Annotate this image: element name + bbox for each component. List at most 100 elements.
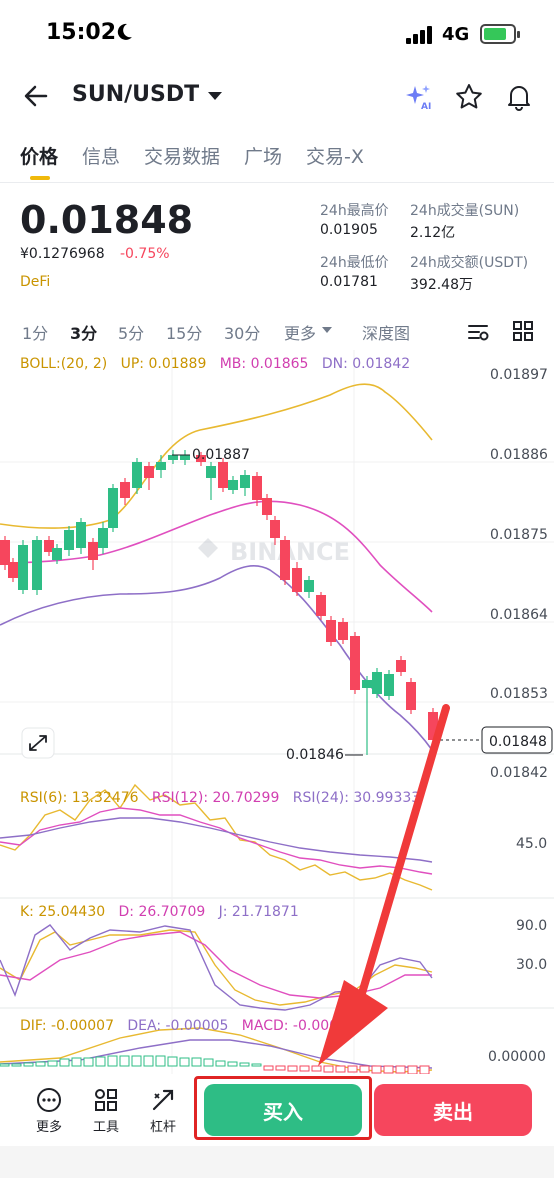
depth-chart-tab[interactable]: 深度图: [362, 324, 411, 343]
leverage-button[interactable]: 杠杆: [141, 1086, 185, 1135]
tab-info[interactable]: 信息: [82, 146, 121, 168]
candle-body: [76, 522, 86, 548]
tab-price[interactable]: 价格: [20, 146, 59, 168]
macd-histogram-bar: [95, 1056, 106, 1067]
macd-histogram-bar: [23, 1062, 34, 1067]
candle-body: [218, 462, 228, 488]
candle-body: [132, 462, 142, 488]
favorite-star-icon[interactable]: [454, 82, 484, 112]
candle-body: [384, 674, 394, 696]
ai-sparkle-icon[interactable]: AI: [404, 82, 434, 112]
more-tool-button[interactable]: 更多: [27, 1086, 71, 1135]
macd-histogram-bar: [359, 1065, 370, 1073]
more-tool-label: 更多: [35, 1120, 62, 1135]
status-time: 15:02: [46, 20, 117, 45]
high-value: 0.01905: [320, 222, 378, 238]
signal-icon: [406, 26, 436, 44]
sell-button[interactable]: 卖出: [374, 1084, 532, 1136]
trading-pair-title[interactable]: SUN/USDT: [72, 82, 200, 107]
macd-histogram-bar: [287, 1065, 298, 1072]
macd-histogram-bar: [239, 1062, 250, 1067]
candlestick-chart[interactable]: BINANCE 0.01897 0.01886 0.01875 0.01864 …: [0, 350, 554, 1074]
boll-middle-line: [0, 500, 433, 613]
macd-histogram-bar: [335, 1065, 346, 1073]
low-label: 24h最低价: [320, 255, 389, 271]
tab-trade-x[interactable]: 交易-X: [306, 146, 364, 168]
candle-body: [32, 540, 42, 590]
interval-more[interactable]: 更多: [284, 324, 317, 343]
chevron-down-icon[interactable]: [322, 327, 332, 333]
interval-5m[interactable]: 5分: [118, 324, 145, 343]
candle-body: [144, 466, 154, 478]
candle-body: [108, 488, 118, 528]
interval-1m[interactable]: 1分: [22, 324, 49, 343]
price-axis-label: 0.01853: [490, 686, 548, 702]
tab-square[interactable]: 广场: [244, 146, 283, 168]
kdj-axis-label: 90.0: [516, 918, 547, 934]
macd-histogram-bar: [215, 1060, 226, 1067]
macd-histogram-bar: [227, 1061, 238, 1067]
macd-histogram-bar: [299, 1065, 310, 1072]
macd-histogram-bar: [0, 1063, 10, 1067]
macd-histogram: [0, 1055, 430, 1074]
price-axis-label: 0.01842: [490, 765, 548, 781]
interval-30m[interactable]: 30分: [224, 324, 261, 343]
candle-body: [280, 540, 290, 580]
expand-chart-icon: [21, 727, 55, 759]
kdj-legend: K: 25.04430 D: 26.70709 J: 21.71871: [20, 904, 299, 920]
tools-button[interactable]: 工具: [84, 1086, 128, 1135]
price-axis-label: 0.01886: [490, 447, 548, 463]
rsi-legend: RSI(6): 13.32476 RSI(12): 20.70299 RSI(2…: [20, 790, 420, 806]
candle-body: [44, 540, 54, 552]
rsi-lines: [0, 783, 433, 891]
candle-body: [252, 476, 262, 500]
chevron-down-icon[interactable]: [208, 92, 222, 100]
candle-body: [362, 680, 372, 688]
macd-histogram-bar: [59, 1058, 70, 1067]
candles: [0, 450, 438, 755]
tab-trading-data[interactable]: 交易数据: [144, 146, 221, 168]
boll-lower-line: [0, 565, 433, 751]
bell-icon[interactable]: [504, 82, 534, 112]
candle-body: [326, 620, 336, 642]
layout-grid-icon[interactable]: [512, 320, 534, 342]
interval-3m[interactable]: 3分: [70, 324, 98, 343]
fiat-price: ¥0.1276968: [20, 246, 105, 262]
leverage-icon: [152, 1089, 174, 1111]
category-tag[interactable]: DeFi: [20, 274, 51, 290]
macd-histogram-bar: [407, 1065, 418, 1074]
macd-dea-value: DEA: -0.00005: [127, 1018, 229, 1034]
price-axis-label: 0.01864: [490, 607, 548, 623]
volume-quote-value: 392.48万: [410, 277, 473, 293]
divider: [0, 182, 554, 183]
interval-15m[interactable]: 15分: [166, 324, 203, 343]
macd-histogram-bar: [371, 1065, 382, 1074]
back-arrow-icon[interactable]: [22, 82, 50, 110]
candle-body: [206, 466, 216, 478]
macd-histogram-bar: [383, 1065, 394, 1074]
price-axis-label: 0.01897: [490, 367, 548, 383]
candle-body: [406, 682, 416, 710]
boll-up-value: UP: 0.01889: [120, 356, 207, 372]
candle-body: [156, 462, 166, 470]
rsi-axis-label: 45.0: [516, 836, 547, 852]
candle-body: [270, 520, 280, 538]
candle-body: [8, 562, 18, 578]
macd-histogram-bar: [83, 1057, 94, 1067]
price-axis-label: 0.01875: [490, 527, 548, 543]
macd-histogram-bar: [35, 1061, 46, 1067]
candle-body: [64, 530, 74, 550]
macd-histogram-bar: [251, 1063, 262, 1067]
candle-body: [372, 672, 382, 694]
current-price-label: 0.01848: [489, 734, 547, 750]
macd-histogram-bar: [419, 1065, 430, 1074]
kdj-j-value: J: 21.71871: [218, 904, 299, 920]
candle-body: [88, 542, 98, 560]
macd-histogram-bar: [263, 1065, 274, 1071]
battery-icon: [480, 24, 520, 44]
candle-body: [196, 455, 206, 462]
macd-histogram-bar: [167, 1056, 178, 1067]
indicator-settings-icon[interactable]: [466, 320, 490, 344]
buy-button[interactable]: 买入: [204, 1084, 362, 1136]
macd-value: MACD: -0.00002: [241, 1018, 356, 1034]
